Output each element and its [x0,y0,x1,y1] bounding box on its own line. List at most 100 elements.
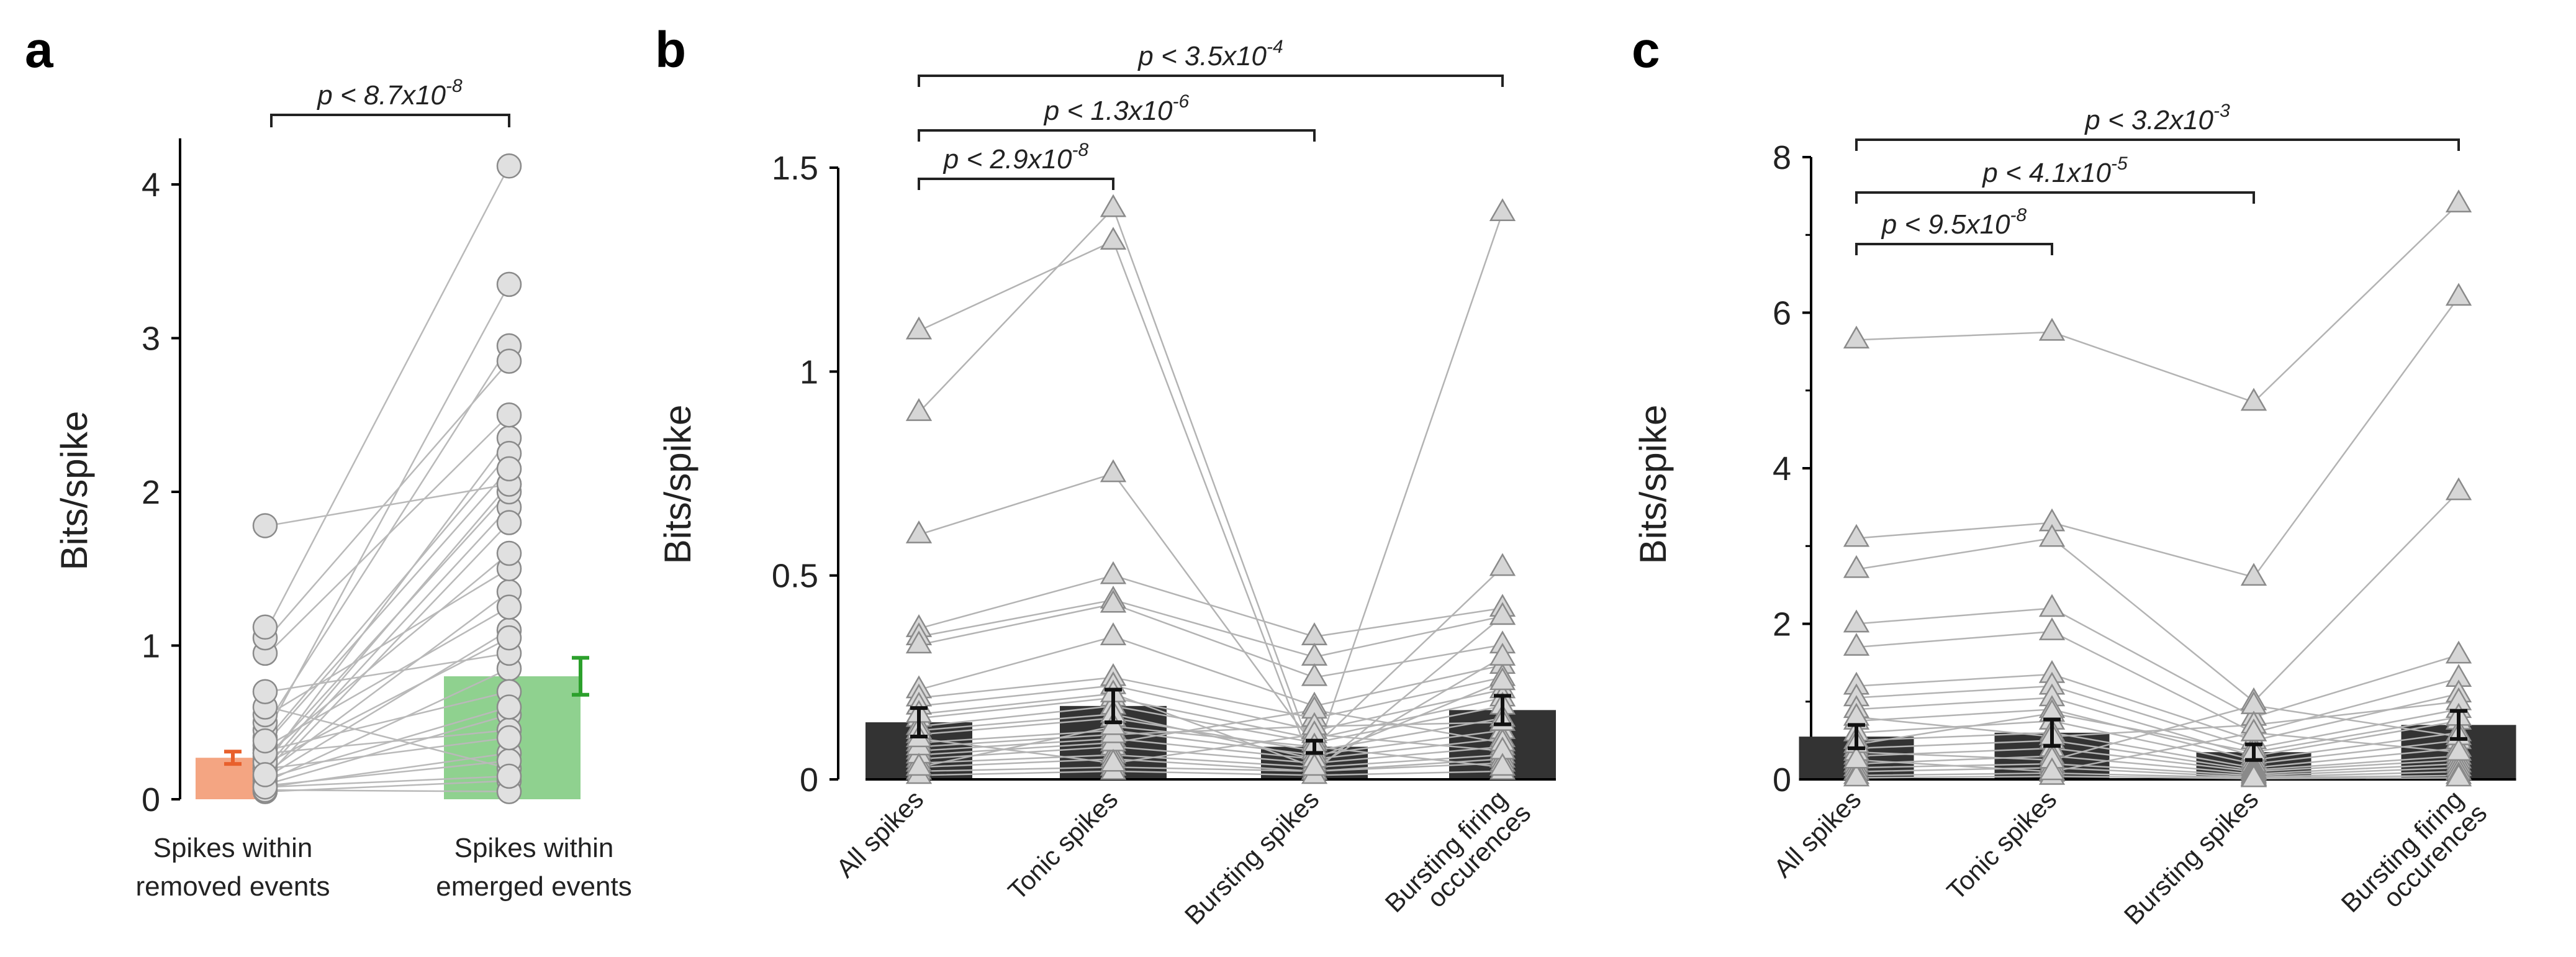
pair-line-a [268,468,510,742]
panel-letter-c: c [1632,22,1660,78]
panel-b: 0 0.5 1 1.5 Bits/spike All spikes Tonic spikes… [657,37,1556,930]
p-value-c-0: p < 9.5x10-8 [1881,205,2027,240]
point-c [2038,617,2066,640]
category-label-b: Tonic spikes [1002,784,1123,905]
series-line-b [918,770,1503,776]
point-a-emerged [496,402,522,428]
series-line-c [1856,747,2459,773]
point-a-emerged [496,348,522,374]
series-line-c [1856,755,2459,775]
point-c [1843,609,1870,633]
p-value-c-0-text: p < 9.5x10 [1881,209,2010,240]
point-c [2038,757,2066,781]
point-c [2038,594,2066,617]
pair-line-a [268,553,510,754]
pair-line-a [268,606,510,746]
series-line-b [918,762,1503,773]
point-b [1100,622,1127,645]
point-c [2038,524,2066,547]
series-line-c [1856,203,2459,403]
y-axis-title-b: Bits/spike [657,405,698,565]
y-tick-label-c: 6 [1773,295,1791,332]
point-b [1100,561,1127,584]
series-line-c [1856,630,2459,734]
point-a-emerged [496,763,522,789]
series-line-c [1856,772,2459,779]
point-a-removed [252,614,278,640]
series-line-c [1856,732,2459,773]
significance-bracket-c-0 [1855,243,2053,255]
point-a-emerged [496,625,522,651]
pair-line-a [268,737,510,769]
significance-bracket-c-1 [1855,191,2255,204]
y-tick-label-a: 3 [142,320,160,358]
y-tick-label-a: 4 [142,166,160,204]
point-a-emerged [496,594,522,620]
y-axis-title-a: Bits/spike [53,411,95,571]
panel-c: 0 2 4 6 8 Bits/spike All spikes Tonic spikes Bur… [1632,101,2516,930]
point-a-emerged [496,725,522,751]
series-line-c [1856,712,2459,753]
series-line-b [918,754,1503,768]
panel-letter-a: a [25,22,54,78]
p-value-b-1-exponent: -6 [1173,91,1190,112]
point-c [1843,763,1870,787]
point-a-removed [252,513,278,538]
y-tick-label-c: 2 [1773,606,1791,643]
series-line-b [918,574,1503,638]
pair-line-a [268,668,510,782]
point-b [905,630,933,654]
point-c [2038,317,2066,341]
series-line-b [918,240,1503,773]
point-b [1100,459,1127,483]
point-c [2445,477,2472,501]
p-value-b-2-text: p < 3.5x10 [1137,41,1267,71]
series-line-b [918,709,1503,756]
point-b [905,397,933,421]
point-b [1489,602,1516,625]
point-b [1489,667,1516,691]
pair-line-a [268,414,510,654]
point-a-removed [252,762,278,787]
series-line-b [918,676,1503,719]
category-label-b: All spikes [831,784,929,883]
series-line-b [918,207,1504,761]
pair-line-a [268,360,510,638]
series-line-b [918,603,1503,679]
pair-line-a [268,629,510,777]
pair-line-a [267,284,510,731]
series-line-c [1856,607,2459,719]
point-a-emerged [496,510,522,535]
p-value-c-2: p < 3.2x10-3 [2084,101,2230,135]
y-tick-label-b: 1 [800,353,818,391]
pair-line-a [268,714,510,785]
series-line-b [918,697,1503,740]
series-line-c [1856,296,2460,578]
point-a-emerged [496,271,522,297]
pair-line-a [268,652,510,692]
p-value-b-0-text: p < 2.9x10 [942,144,1072,175]
panel-a: 0 1 2 3 4 Bits/spike Spikes within removed even… [53,76,632,902]
y-tick-label-a: 2 [142,474,160,511]
pair-line-a [268,568,510,715]
point-c [1843,325,1870,349]
pair-line-a [268,789,510,792]
pair-line-a [268,706,510,779]
series-line-c [1856,775,2459,779]
p-value-c-1-text: p < 4.1x10 [1981,158,2111,188]
point-a-emerged [496,694,522,720]
point-b [905,753,933,776]
point-c [2445,763,2472,787]
point-b [1489,753,1516,776]
series-line-c [1856,697,2459,757]
series-line-c [1856,740,2459,771]
p-value-a-text: p < 8.7x10 [316,80,446,111]
series-line-c [1856,732,2459,769]
category-label-a: Spikes within [454,833,614,863]
series-line-b [918,733,1503,764]
point-b [1100,194,1127,217]
point-c [2445,738,2472,761]
p-value-c-1-exponent: -5 [2111,153,2128,174]
point-a-emerged [496,540,522,566]
